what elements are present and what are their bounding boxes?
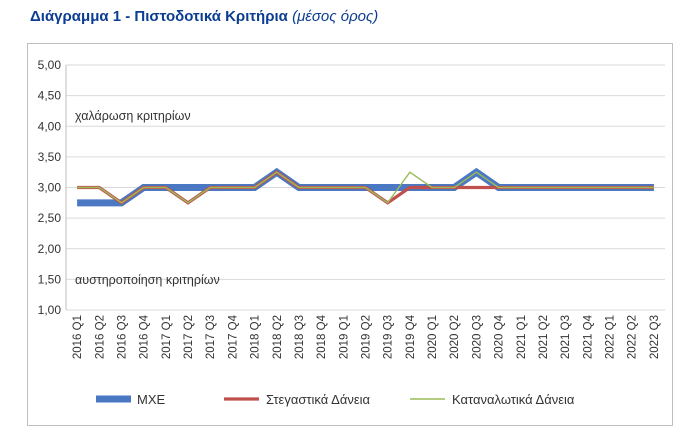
x-tick-label: 2018 Q2 xyxy=(272,315,284,359)
x-tick-label: 2019 Q3 xyxy=(383,315,395,359)
legend: ΜΧΕ Στεγαστικά Δάνεια Καταναλωτικά Δάνεια xyxy=(96,392,575,407)
x-tick-label: 2018 Q1 xyxy=(250,315,262,359)
x-tick-label: 2017 Q3 xyxy=(205,315,217,359)
x-tick-label: 2016 Q3 xyxy=(116,315,128,359)
chart-title-subtitle: (μέσος όρος) xyxy=(292,8,379,25)
legend-label: Καταναλωτικά Δάνεια xyxy=(452,392,575,407)
y-tick-label: 4,50 xyxy=(38,89,62,103)
y-tick-label: 2,00 xyxy=(38,242,62,256)
x-tick-label: 2021 Q1 xyxy=(516,315,528,359)
x-tick-label: 2017 Q2 xyxy=(183,315,195,359)
x-tick-label: 2020 Q2 xyxy=(449,315,461,359)
x-tick-label: 2021 Q3 xyxy=(560,315,572,359)
y-tick-label: 2,50 xyxy=(38,211,62,225)
series-lines xyxy=(77,167,654,207)
chart-title: Διάγραμμα 1 - Πιστοδοτικά Κριτήρια (μέσο… xyxy=(30,8,378,25)
annotation-tightening: αυστηροποίηση κριτηρίων xyxy=(75,273,220,287)
chart-title-main: Διάγραμμα 1 - Πιστοδοτικά Κριτήρια xyxy=(30,8,288,25)
y-tick-label: 1,50 xyxy=(38,272,62,286)
x-tick-label: 2019 Q1 xyxy=(338,315,350,359)
y-tick-label: 3,00 xyxy=(38,181,62,195)
y-tick-label: 3,50 xyxy=(38,150,62,164)
legend-label: ΜΧΕ xyxy=(137,392,166,407)
y-tick-label: 4,00 xyxy=(38,119,62,133)
x-tick-label: 2021 Q2 xyxy=(538,315,550,359)
x-tick-label: 2018 Q4 xyxy=(316,314,328,359)
x-tick-label: 2019 Q2 xyxy=(361,315,373,359)
x-tick-label: 2016 Q2 xyxy=(94,315,106,359)
y-tick-label: 5,00 xyxy=(38,58,62,72)
chart-frame xyxy=(27,43,673,426)
x-tick-label: 2017 Q4 xyxy=(227,314,239,359)
x-tick-label: 2016 Q1 xyxy=(72,315,84,359)
x-tick-label: 2020 Q4 xyxy=(494,314,506,359)
x-tick-label: 2020 Q3 xyxy=(471,315,483,359)
x-tick-label: 2017 Q1 xyxy=(161,315,173,359)
x-tick-label: 2016 Q4 xyxy=(139,314,151,359)
x-tick-label: 2022 Q1 xyxy=(605,315,617,359)
y-axis-ticks: 5,00 4,50 4,00 3,50 3,00 2,50 2,00 1,50 1,00 xyxy=(38,58,62,317)
annotations: χαλάρωση κριτηρίων αυστηροποίηση κριτηρίω… xyxy=(75,109,220,287)
annotation-loosening: χαλάρωση κριτηρίων xyxy=(75,109,191,123)
series-line xyxy=(77,171,654,204)
x-tick-label: 2018 Q3 xyxy=(294,315,306,359)
x-axis-ticks: 2016 Q1 2016 Q2 2016 Q3 2016 Q4 2017 Q1 2017 … xyxy=(72,314,661,359)
x-tick-label: 2021 Q4 xyxy=(582,314,594,359)
y-tick-label: 1,00 xyxy=(38,303,62,317)
x-tick-label: 2020 Q1 xyxy=(427,315,439,359)
x-tick-label: 2022 Q3 xyxy=(649,315,661,359)
x-tick-label: 2019 Q4 xyxy=(405,314,417,359)
x-tick-label: 2022 Q2 xyxy=(627,315,639,359)
legend-label: Στεγαστικά Δάνεια xyxy=(266,392,371,407)
